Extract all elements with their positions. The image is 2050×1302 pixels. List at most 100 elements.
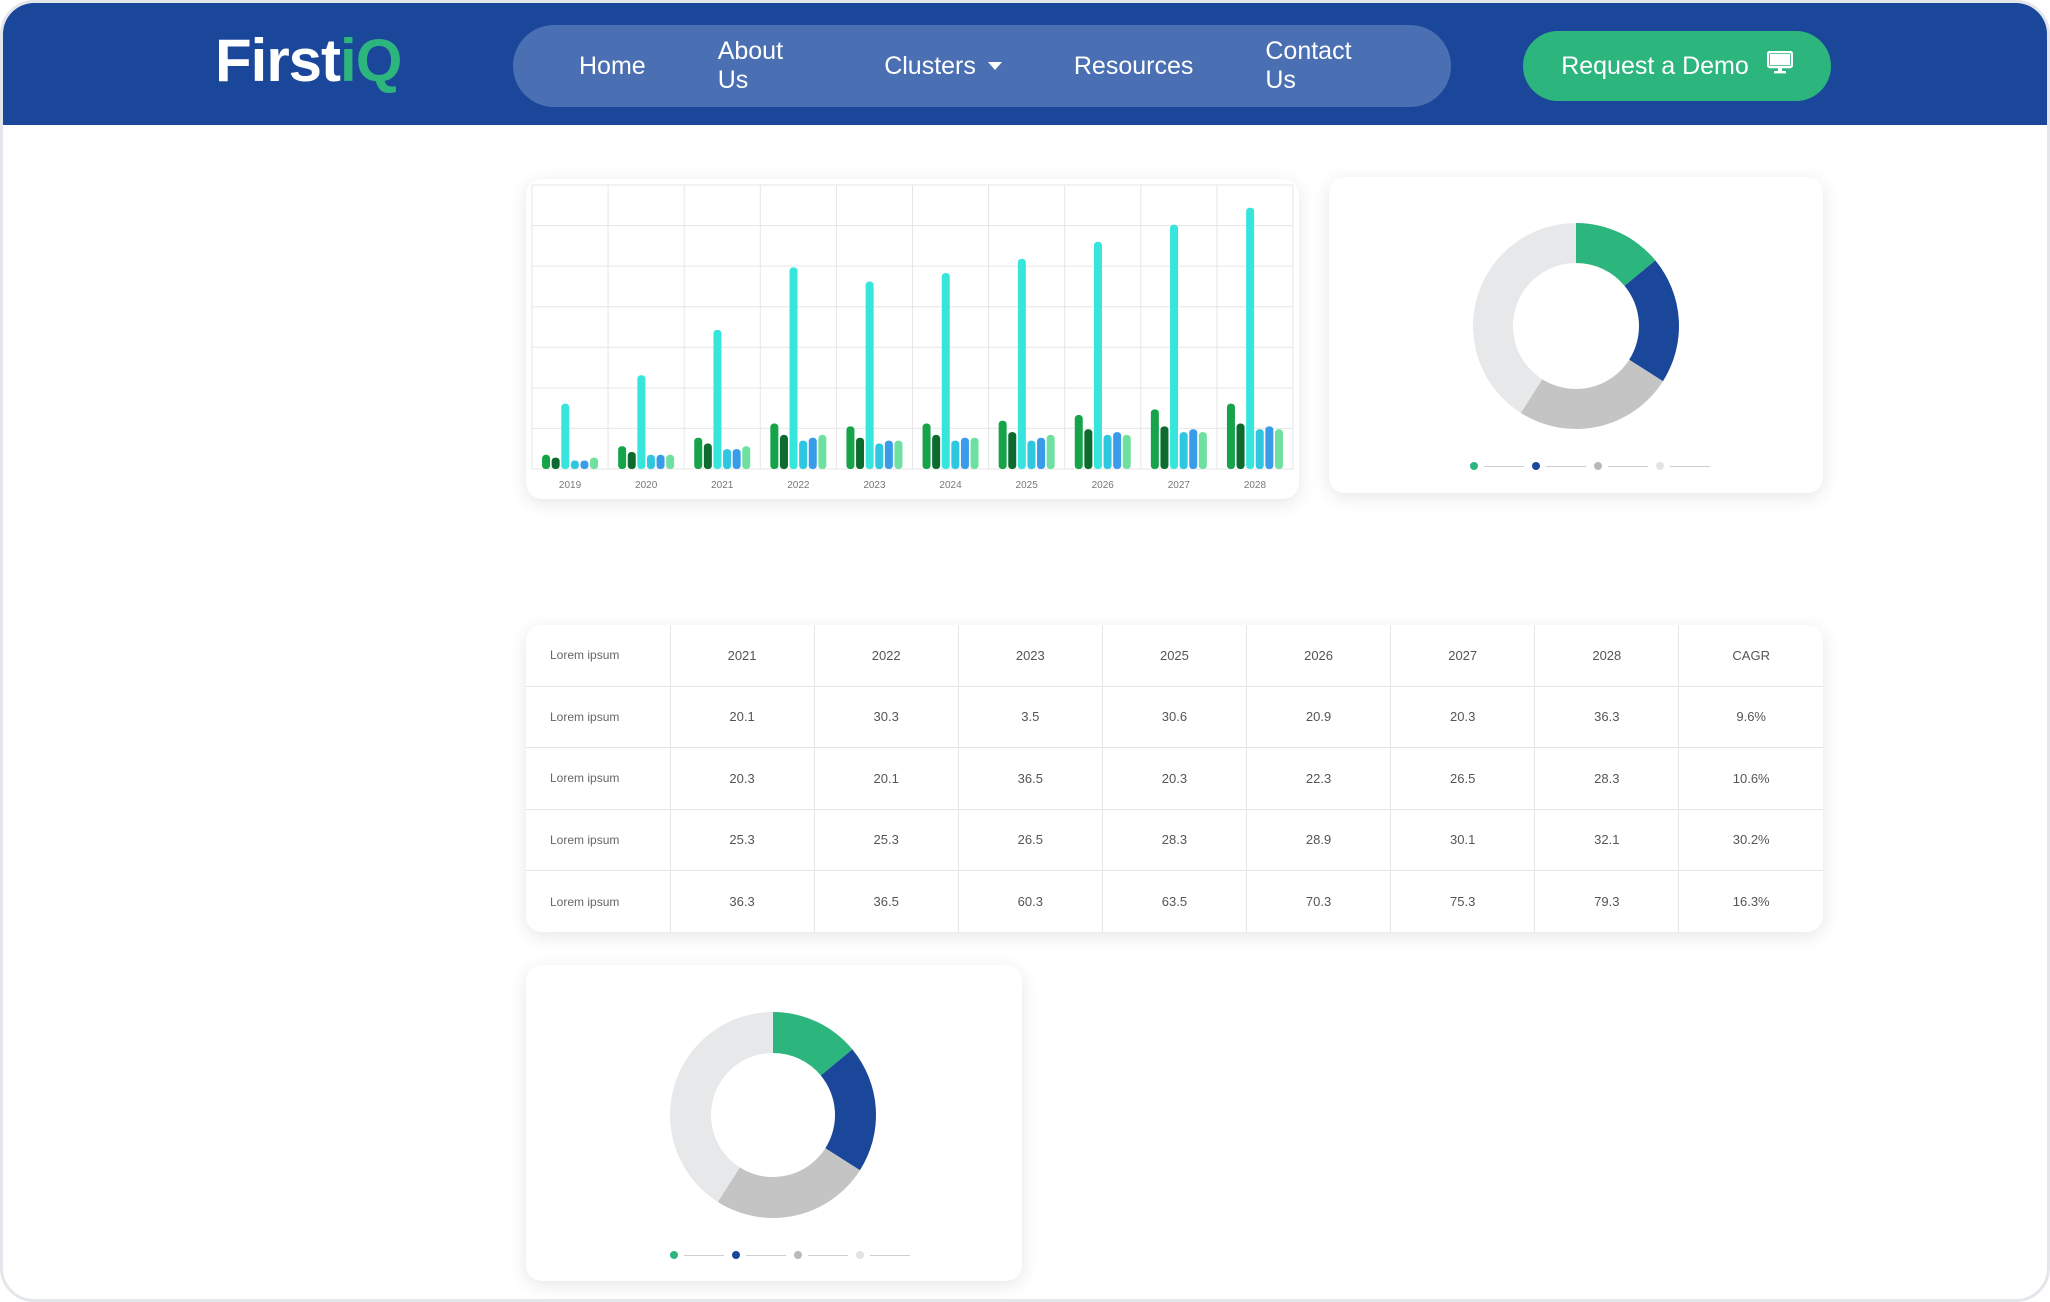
table-cell: 79.3 [1534, 870, 1680, 932]
table-cell: 20.1 [670, 686, 815, 748]
table-cell: 26.5 [958, 809, 1103, 871]
nav-link-label: Resources [1073, 51, 1194, 80]
table-header-cell: 2027 [1390, 625, 1536, 687]
dot-divider [746, 1254, 786, 1256]
x-tick-label: 2020 [635, 480, 658, 491]
bar [941, 273, 950, 469]
data-table-card: Lorem ipsum 2021 2022 2023 2025 2026 202… [526, 625, 1823, 932]
table-cell: 32.1 [1534, 809, 1680, 871]
bar [551, 457, 560, 469]
dot-divider [1484, 465, 1524, 467]
carousel-dots [1470, 462, 1718, 470]
carousel-dot[interactable] [1532, 462, 1540, 470]
nav-link-label: Home [579, 51, 646, 80]
donut-chart [670, 1012, 876, 1218]
nav-link-label: Contact Us [1265, 37, 1352, 94]
bar [1255, 429, 1264, 469]
table-cell: 26.5 [1390, 747, 1536, 810]
carousel-dot[interactable] [1594, 462, 1602, 470]
carousel-dot[interactable] [856, 1251, 864, 1259]
bar [666, 454, 675, 469]
dot-divider [1670, 465, 1710, 467]
bar [770, 423, 779, 469]
bar [1008, 432, 1017, 469]
carousel-dot[interactable] [1656, 462, 1664, 470]
donut-chart [1473, 223, 1679, 429]
bar [884, 440, 893, 469]
chart-grid [531, 184, 1294, 470]
table-row: Lorem ipsum 25.3 25.3 26.5 28.3 28.9 30.… [526, 809, 1823, 871]
dot-divider [808, 1254, 848, 1256]
nav-link-clusters[interactable]: Clusters [884, 52, 1002, 81]
donut-slice [1520, 359, 1663, 429]
carousel-dot[interactable] [732, 1251, 740, 1259]
carousel-dot[interactable] [1470, 462, 1478, 470]
donut-slice [1576, 223, 1656, 286]
bar-chart: 2019 2020 2021 2022 2023 2024 2025 2026 2027 2028 [531, 184, 1294, 491]
request-demo-label: Request a Demo [1561, 51, 1749, 80]
x-tick-label: 2028 [1244, 480, 1267, 491]
bar [570, 460, 579, 469]
brand-logo[interactable]: FirstiQ [215, 31, 402, 91]
nav-link-home[interactable]: Home [579, 52, 646, 81]
table-cell: 36.3 [670, 870, 815, 932]
table-cell: 63.5 [1102, 870, 1248, 932]
bar [1122, 434, 1131, 469]
bar [960, 437, 969, 469]
bar [1226, 403, 1235, 469]
table-row-label: Lorem ipsum [526, 747, 671, 810]
dot-divider [1608, 465, 1648, 467]
bar [789, 267, 798, 469]
table-cell: 28.3 [1102, 809, 1248, 871]
table-cell: 20.3 [1390, 686, 1536, 748]
bar [1198, 432, 1207, 469]
bar [998, 420, 1007, 469]
donut-slice [717, 1148, 860, 1218]
bar [1113, 432, 1122, 469]
table-cell: 25.3 [814, 809, 959, 871]
carousel-dot[interactable] [794, 1251, 802, 1259]
table-cell: 3.5 [958, 686, 1103, 748]
dot-divider [1546, 465, 1586, 467]
table-header-cell: 2028 [1534, 625, 1680, 687]
caret-down-icon [987, 62, 1002, 70]
bar [732, 449, 741, 469]
bar [713, 329, 722, 469]
table-cell: 20.9 [1246, 686, 1392, 748]
donut-slice [670, 1012, 773, 1202]
bar [799, 440, 808, 469]
bar [1265, 426, 1274, 469]
x-tick-label: 2025 [1016, 480, 1039, 491]
bar [1084, 429, 1093, 469]
monitor-icon [1766, 50, 1793, 82]
carousel-dot[interactable] [670, 1251, 678, 1259]
dot-divider [684, 1254, 724, 1256]
table-cell: 70.3 [1246, 870, 1392, 932]
nav-link-resources[interactable]: Resources [1074, 52, 1194, 81]
bar [1236, 423, 1245, 469]
bar [1274, 429, 1283, 469]
table-row-label: Lorem ipsum [526, 870, 671, 932]
logo-text-main: First [215, 27, 341, 94]
request-demo-button[interactable]: Request a Demo [1523, 31, 1831, 101]
bar [646, 454, 655, 469]
bar [656, 454, 665, 469]
bar [1074, 415, 1083, 469]
nav-link-about-us[interactable]: About Us [718, 37, 813, 95]
donut-slice [820, 1049, 876, 1171]
bar [694, 437, 703, 469]
donut-chart-card [1329, 177, 1823, 493]
table-cell: 28.9 [1246, 809, 1392, 871]
bar [580, 460, 589, 469]
bar [561, 403, 570, 469]
table-cell: 30.1 [1390, 809, 1536, 871]
donut-slice [1624, 260, 1679, 382]
nav-link-contact-us[interactable]: Contact Us [1265, 37, 1379, 95]
donut-slice [773, 1012, 853, 1076]
table-cell: 36.3 [1534, 686, 1680, 748]
bar [932, 434, 941, 469]
bar-chart-card: 2019 2020 2021 2022 2023 2024 2025 2026 2027 2028 [526, 179, 1299, 499]
bar [1017, 258, 1026, 469]
table-row: Lorem ipsum 20.1 30.3 3.5 30.6 20.9 20.3… [526, 686, 1823, 748]
